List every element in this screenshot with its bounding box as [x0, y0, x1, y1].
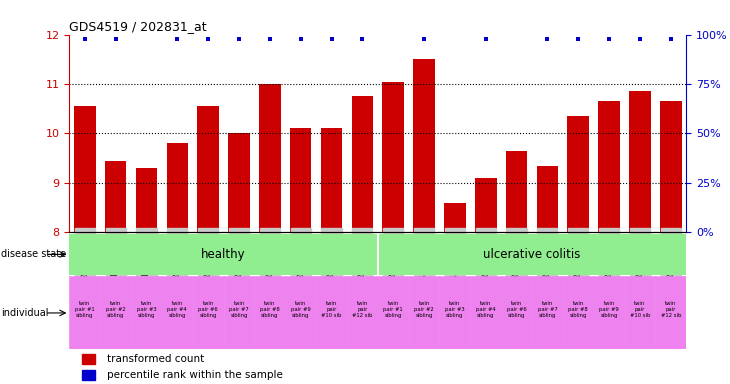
Bar: [378, 234, 686, 275]
Text: twin
pair #6
sibling: twin pair #6 sibling: [507, 301, 526, 318]
Bar: [316, 276, 347, 349]
Bar: [162, 276, 193, 349]
Bar: [352, 96, 373, 232]
Text: individual: individual: [1, 308, 49, 318]
Text: twin
pair #9
sibling: twin pair #9 sibling: [291, 301, 310, 318]
Bar: [320, 129, 342, 232]
Text: twin
pair #3
sibling: twin pair #3 sibling: [137, 301, 156, 318]
Bar: [475, 178, 496, 232]
Bar: [625, 276, 656, 349]
Text: twin
pair #2
sibling: twin pair #2 sibling: [106, 301, 126, 318]
Bar: [537, 166, 558, 232]
Bar: [383, 81, 404, 232]
Text: twin
pair #4
sibling: twin pair #4 sibling: [167, 301, 187, 318]
Bar: [593, 276, 625, 349]
Bar: [470, 276, 501, 349]
Text: twin
pair #2
sibling: twin pair #2 sibling: [414, 301, 434, 318]
Bar: [444, 203, 466, 232]
Text: twin
pair #8
sibling: twin pair #8 sibling: [569, 301, 588, 318]
Bar: [532, 276, 563, 349]
Bar: [567, 116, 589, 232]
Text: twin
pair #1
sibling: twin pair #1 sibling: [75, 301, 95, 318]
Bar: [347, 276, 378, 349]
Text: twin
pair
#10 sib: twin pair #10 sib: [630, 301, 650, 318]
Bar: [69, 234, 378, 275]
Bar: [629, 91, 650, 232]
Text: twin
pair
#12 sib: twin pair #12 sib: [352, 301, 372, 318]
Bar: [228, 134, 250, 232]
Bar: [131, 276, 162, 349]
Text: twin
pair #3
sibling: twin pair #3 sibling: [445, 301, 465, 318]
Bar: [193, 276, 223, 349]
Bar: [501, 276, 532, 349]
Text: twin
pair #4
sibling: twin pair #4 sibling: [476, 301, 496, 318]
Bar: [506, 151, 527, 232]
Text: percentile rank within the sample: percentile rank within the sample: [107, 370, 283, 380]
Bar: [74, 106, 96, 232]
Text: disease state: disease state: [1, 249, 66, 260]
Bar: [254, 276, 285, 349]
Text: twin
pair #9
sibling: twin pair #9 sibling: [599, 301, 619, 318]
Text: twin
pair #8
sibling: twin pair #8 sibling: [260, 301, 280, 318]
Bar: [290, 129, 312, 232]
Bar: [285, 276, 316, 349]
Bar: [656, 276, 686, 349]
Bar: [259, 84, 280, 232]
Text: GDS4519 / 202831_at: GDS4519 / 202831_at: [69, 20, 207, 33]
Bar: [82, 370, 95, 380]
Bar: [105, 161, 126, 232]
Bar: [439, 276, 470, 349]
Bar: [563, 276, 593, 349]
Text: twin
pair
#12 sib: twin pair #12 sib: [661, 301, 681, 318]
Text: healthy: healthy: [201, 248, 246, 261]
Bar: [100, 276, 131, 349]
Bar: [413, 59, 435, 232]
Bar: [82, 354, 95, 364]
Bar: [223, 276, 254, 349]
Text: transformed count: transformed count: [107, 354, 204, 364]
Bar: [378, 276, 409, 349]
Bar: [599, 101, 620, 232]
Text: twin
pair #7
sibling: twin pair #7 sibling: [229, 301, 249, 318]
Text: twin
pair #1
sibling: twin pair #1 sibling: [383, 301, 403, 318]
Bar: [409, 276, 439, 349]
Bar: [197, 106, 219, 232]
Bar: [136, 168, 157, 232]
Bar: [69, 276, 100, 349]
Text: twin
pair
#10 sib: twin pair #10 sib: [321, 301, 342, 318]
Bar: [660, 101, 682, 232]
Bar: [166, 143, 188, 232]
Text: twin
pair #7
sibling: twin pair #7 sibling: [537, 301, 557, 318]
Text: ulcerative colitis: ulcerative colitis: [483, 248, 580, 261]
Text: twin
pair #6
sibling: twin pair #6 sibling: [199, 301, 218, 318]
